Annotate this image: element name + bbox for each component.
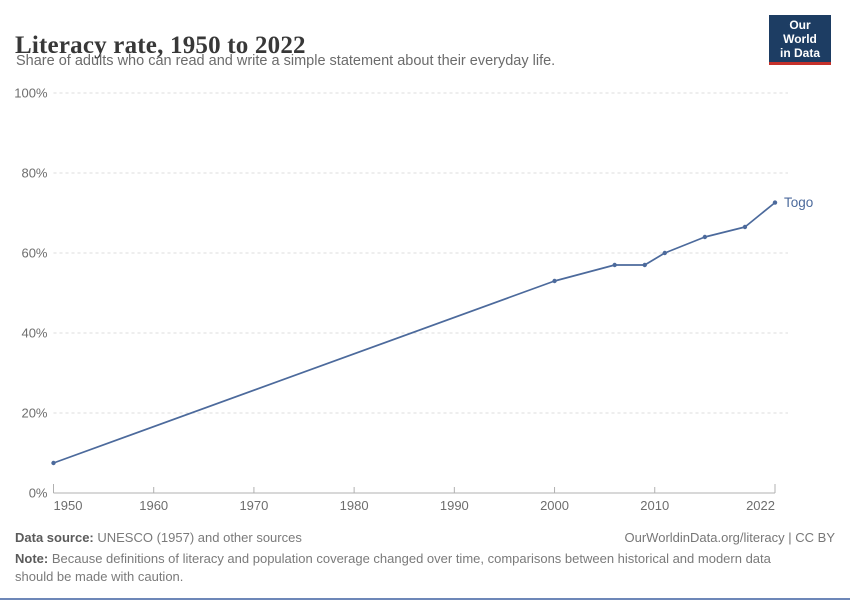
chart-subtitle: Share of adults who can read and write a…: [16, 53, 556, 69]
x-axis-tick-label: 1950: [54, 498, 83, 513]
note-label: Note:: [15, 551, 49, 566]
owid-logo-line1: Our World: [783, 18, 817, 46]
x-axis-tick-label: 2000: [540, 498, 569, 513]
bottom-accent-bar: [0, 598, 850, 600]
y-axis-tick-label: 60%: [21, 246, 47, 261]
x-axis-tick-label: 2010: [640, 498, 669, 513]
y-axis-tick-label: 100%: [14, 86, 48, 101]
data-point[interactable]: [742, 224, 748, 230]
data-source-text: UNESCO (1957) and other sources: [93, 530, 302, 545]
note-text: Because definitions of literacy and popu…: [15, 551, 771, 584]
x-axis-tick-label: 2022: [746, 498, 775, 513]
y-axis-tick-label: 80%: [21, 166, 47, 181]
note-line: Note: Because definitions of literacy an…: [15, 550, 807, 585]
owid-url-link[interactable]: OurWorldinData.org/literacy | CC BY: [624, 530, 835, 545]
chart-footer: Data source: UNESCO (1957) and other sou…: [15, 530, 835, 585]
data-point[interactable]: [662, 250, 667, 256]
y-axis-tick-label: 40%: [21, 326, 47, 341]
line-series-togo: [52, 201, 776, 464]
series-label-togo[interactable]: Togo: [784, 195, 813, 210]
data-point[interactable]: [612, 262, 617, 268]
data-source-line: Data source: UNESCO (1957) and other sou…: [15, 530, 302, 545]
data-point[interactable]: [772, 200, 778, 205]
y-axis-tick-label: 0%: [29, 486, 48, 501]
owid-logo[interactable]: Our World in Data: [769, 15, 831, 65]
x-axis-tick-label: 1990: [440, 498, 469, 513]
data-point[interactable]: [552, 278, 557, 284]
x-axis-tick-label: 1970: [239, 498, 268, 513]
owid-logo-line2: in Data: [779, 46, 820, 60]
chart-title: Literacy rate, 1950 to 2022: [15, 31, 306, 59]
data-source-label: Data source:: [15, 530, 94, 545]
line-chart-plot-area[interactable]: 0% 20% 40% 60% 80% 100% 1950 1960 1970 1980 1990 20…: [0, 80, 850, 528]
data-point[interactable]: [642, 262, 647, 268]
x-axis-tick-label: 1980: [340, 498, 369, 513]
x-axis-tick-label: 1960: [139, 498, 168, 513]
data-point[interactable]: [702, 234, 708, 240]
data-point[interactable]: [51, 460, 56, 466]
y-axis-tick-label: 20%: [21, 406, 47, 421]
